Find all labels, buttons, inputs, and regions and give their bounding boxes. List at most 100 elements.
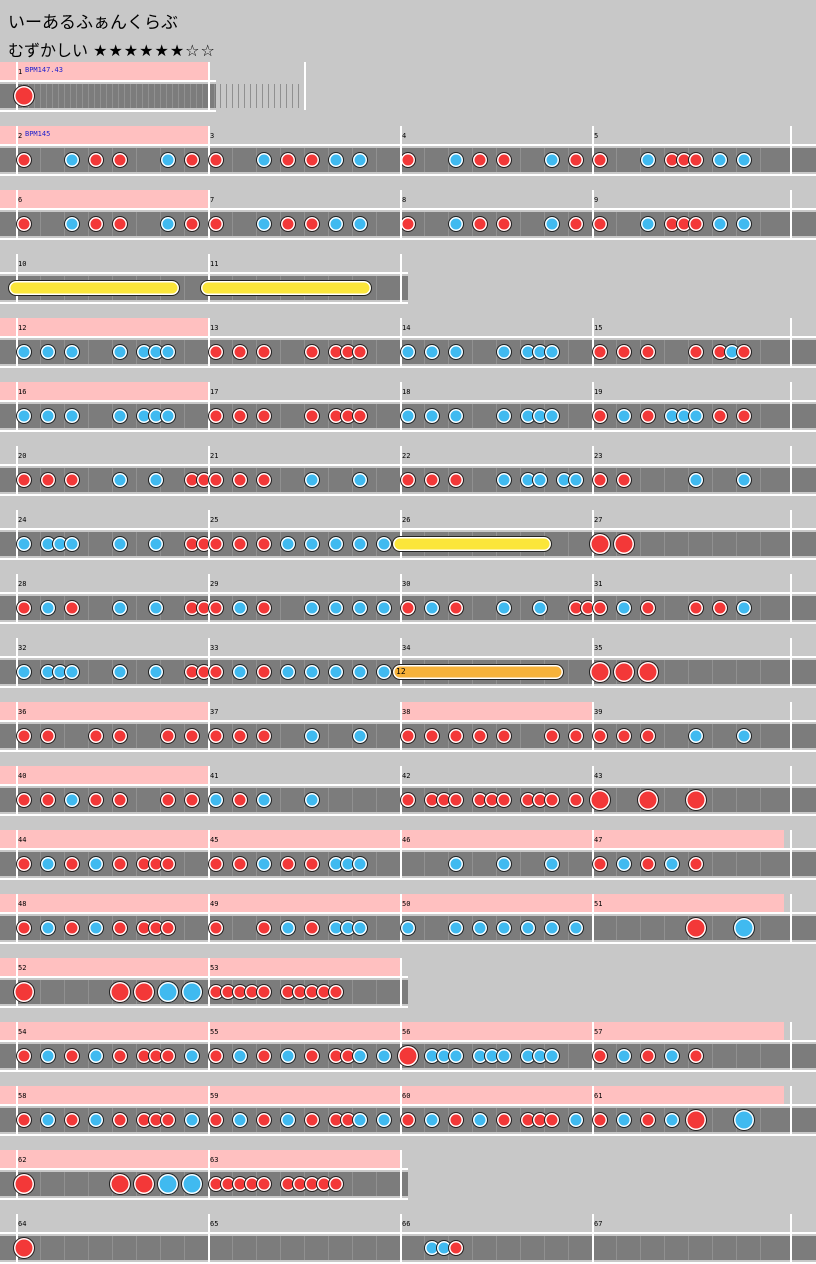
measure-barline: [208, 830, 210, 878]
measure-barline: [400, 766, 402, 814]
don-note: [256, 344, 272, 360]
beat-gridline: [178, 84, 179, 108]
ka-note: [148, 472, 164, 488]
beat-gridline: [226, 84, 227, 108]
don-note: [400, 216, 416, 232]
measure-barline: [592, 1022, 594, 1070]
measure-barline: [790, 830, 792, 878]
beat-gridline: [244, 84, 245, 108]
don-note: [208, 664, 224, 680]
don-note: [208, 408, 224, 424]
beat-gridline: [220, 84, 221, 108]
note-lane: [0, 84, 216, 108]
don-note: [232, 728, 248, 744]
beat-gridline: [40, 980, 41, 1004]
beat-gridline: [520, 148, 521, 172]
measure-number: 27: [594, 516, 603, 524]
ka-note: [88, 1048, 104, 1064]
beat-gridline: [190, 84, 191, 108]
ka-note: [472, 920, 488, 936]
gogo-section: [208, 894, 400, 913]
ka-note: [544, 344, 560, 360]
beat-gridline: [160, 84, 161, 108]
ka-note: [40, 600, 56, 616]
measure-barline: [592, 830, 594, 878]
beat-gridline: [184, 276, 185, 300]
measure-barline: [592, 702, 594, 750]
don-note: [112, 856, 128, 872]
measure-number: 50: [402, 900, 411, 908]
beat-gridline: [376, 852, 377, 876]
row-top-line: [0, 464, 816, 466]
ka-note: [376, 1112, 392, 1128]
big-don-note: [589, 661, 611, 683]
measure-number: 31: [594, 580, 603, 588]
beat-gridline: [376, 788, 377, 812]
row-bottom-line: [0, 110, 216, 112]
beat-gridline: [286, 84, 287, 108]
beat-gridline: [472, 852, 473, 876]
ka-note: [40, 920, 56, 936]
big-don-note: [589, 533, 611, 555]
beat-gridline: [520, 596, 521, 620]
don-note: [400, 728, 416, 744]
ka-note: [640, 216, 656, 232]
measure-number: 34: [402, 644, 411, 652]
ka-note: [112, 536, 128, 552]
beat-gridline: [88, 84, 89, 108]
beat-gridline: [760, 660, 761, 684]
difficulty: むずかしい ★★★★★★☆☆: [8, 37, 216, 61]
ka-note: [280, 664, 296, 680]
beat-gridline: [160, 1236, 161, 1260]
ka-note: [88, 856, 104, 872]
beat-gridline: [472, 404, 473, 428]
measure-barline: [400, 190, 402, 238]
don-note: [160, 1048, 176, 1064]
beat-gridline: [640, 1236, 641, 1260]
beat-gridline: [136, 660, 137, 684]
don-note: [592, 600, 608, 616]
measure-barline: [592, 190, 594, 238]
note-lane: [0, 1236, 816, 1260]
big-don-note: [133, 981, 155, 1003]
measure-number: 30: [402, 580, 411, 588]
beat-gridline: [376, 148, 377, 172]
don-note: [208, 344, 224, 360]
drumroll-note: [200, 280, 372, 296]
ka-note: [160, 408, 176, 424]
big-ka-note: [181, 981, 203, 1003]
balloon-note: [392, 664, 564, 680]
measure-number: 56: [402, 1028, 411, 1036]
don-note: [352, 408, 368, 424]
beat-gridline: [280, 596, 281, 620]
row-top-line: [0, 80, 216, 82]
ka-note: [448, 1048, 464, 1064]
measure-number: 13: [210, 324, 219, 332]
measure-barline: [592, 382, 594, 430]
don-note: [400, 1112, 416, 1128]
row-bottom-line: [0, 1134, 816, 1136]
big-don-note: [13, 1237, 35, 1259]
beat-gridline: [304, 1236, 305, 1260]
gogo-section: [0, 318, 208, 337]
ka-note: [448, 152, 464, 168]
measure-number: 40: [18, 772, 27, 780]
beat-gridline: [376, 404, 377, 428]
beat-gridline: [664, 468, 665, 492]
ka-note: [64, 216, 80, 232]
ka-note: [184, 1112, 200, 1128]
ka-note: [280, 1112, 296, 1128]
don-note: [304, 344, 320, 360]
ka-note: [496, 472, 512, 488]
ka-note: [736, 472, 752, 488]
don-note: [208, 920, 224, 936]
don-note: [280, 856, 296, 872]
measure-barline: [16, 190, 18, 238]
don-note: [160, 1112, 176, 1128]
don-note: [688, 1048, 704, 1064]
don-note: [160, 728, 176, 744]
beat-gridline: [736, 788, 737, 812]
don-note: [568, 792, 584, 808]
beat-gridline: [376, 1236, 377, 1260]
measure-barline: [400, 254, 402, 302]
